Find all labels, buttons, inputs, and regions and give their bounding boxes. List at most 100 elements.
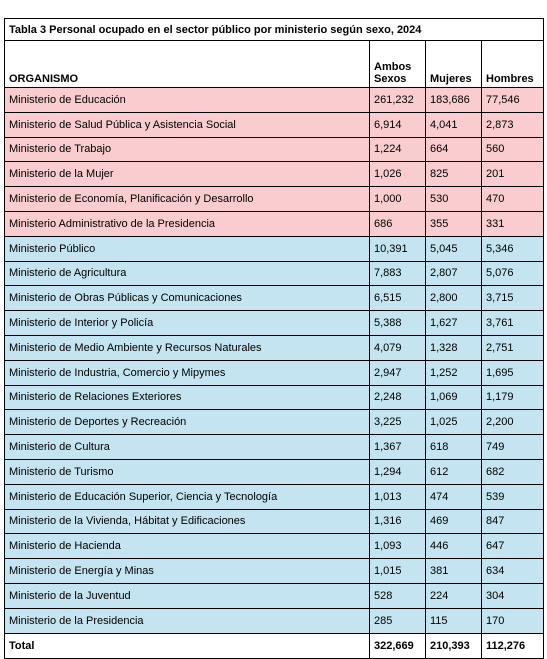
- cell-organismo: Ministerio de Salud Pública y Asistencia…: [4, 111, 370, 138]
- cell-ambos-sexos: 1,367: [369, 434, 426, 460]
- header-organismo: ORGANISMO: [4, 40, 370, 88]
- cell-mujeres: 1,627: [425, 310, 482, 336]
- cell-organismo: Ministerio Administrativo de la Presiden…: [4, 210, 370, 237]
- cell-mujeres: 825: [425, 161, 482, 188]
- cell-hombres: 1,695: [480, 359, 545, 386]
- cell-organismo: Ministerio de Trabajo: [4, 136, 370, 163]
- table-row: Ministerio de Medio Ambiente y Recursos …: [4, 334, 545, 361]
- table-row: Ministerio de Economía, Planificación y …: [4, 186, 545, 212]
- cell-mujeres: 5,045: [425, 235, 482, 262]
- cell-ambos-sexos: 6,914: [369, 111, 426, 138]
- cell-organismo: Ministerio de Deportes y Recreación: [4, 409, 370, 436]
- cell-mujeres: 4,041: [425, 111, 482, 138]
- cell-hombres: 201: [480, 161, 545, 188]
- cell-mujeres: 1,252: [425, 359, 482, 386]
- cell-mujeres: 1,069: [425, 384, 482, 411]
- cell-ambos-sexos: 4,079: [369, 334, 426, 361]
- table-row: Ministerio de la Juventud 528 224 304: [4, 582, 545, 609]
- cell-hombres: 331: [480, 210, 545, 237]
- cell-mujeres: 2,807: [425, 260, 482, 287]
- cell-ambos-sexos: 7,883: [369, 260, 426, 287]
- table-row: Ministerio Administrativo de la Presiden…: [4, 210, 545, 237]
- cell-ambos-sexos: 1,000: [369, 186, 426, 212]
- cell-hombres: 77,546: [480, 87, 545, 113]
- cell-hombres: 5,076: [480, 260, 545, 287]
- table-row: Ministerio de Turismo 1,294 612 682: [4, 458, 545, 485]
- cell-mujeres: 474: [425, 483, 482, 510]
- cell-ambos-sexos: 6,515: [369, 285, 426, 312]
- table-row: Ministerio de Salud Pública y Asistencia…: [4, 111, 545, 138]
- cell-ambos-sexos: 261,232: [369, 87, 426, 113]
- cell-hombres: 470: [480, 186, 545, 212]
- cell-organismo: Ministerio de Medio Ambiente y Recursos …: [4, 334, 370, 361]
- total-row: Total 322,669 210,393 112,276: [4, 632, 545, 659]
- header-ambos-line2: Sexos: [374, 73, 407, 85]
- table-row: Ministerio de la Presidencia 285 115 170: [4, 607, 545, 634]
- cell-hombres: 749: [480, 434, 545, 460]
- cell-ambos-sexos: 1,026: [369, 161, 426, 188]
- cell-ambos-sexos: 1,013: [369, 483, 426, 510]
- table-row: Ministerio de Interior y Policía 5,388 1,6…: [4, 310, 545, 336]
- total-ambos: 322,669: [369, 632, 426, 659]
- header-ambos-sexos: Ambos Sexos: [369, 40, 426, 88]
- cell-organismo: Ministerio de Agricultura: [4, 260, 370, 287]
- total-mujeres: 210,393: [425, 632, 482, 659]
- table-row: Ministerio de Relaciones Exteriores 2,248…: [4, 384, 545, 411]
- cell-hombres: 3,715: [480, 285, 545, 312]
- table-row: Ministerio de Trabajo 1,224 664 560: [4, 136, 545, 163]
- cell-ambos-sexos: 10,391: [369, 235, 426, 262]
- cell-hombres: 847: [480, 508, 545, 535]
- cell-mujeres: 1,328: [425, 334, 482, 361]
- cell-hombres: 2,873: [480, 111, 545, 138]
- cell-ambos-sexos: 2,947: [369, 359, 426, 386]
- cell-mujeres: 183,686: [425, 87, 482, 113]
- cell-organismo: Ministerio de Interior y Policía: [4, 310, 370, 336]
- cell-mujeres: 446: [425, 533, 482, 560]
- cell-ambos-sexos: 2,248: [369, 384, 426, 411]
- cell-organismo: Ministerio de Hacienda: [4, 533, 370, 560]
- cell-hombres: 2,751: [480, 334, 545, 361]
- cell-mujeres: 1,025: [425, 409, 482, 436]
- table-container: Tabla 3 Personal ocupado en el sector pú…: [3, 18, 545, 659]
- cell-hombres: 634: [480, 558, 545, 584]
- table-row: Ministerio de la Vivienda, Hábitat y Edi…: [4, 508, 545, 535]
- table-row: Ministerio de Obras Públicas y Comunicac…: [4, 285, 545, 312]
- cell-mujeres: 115: [425, 607, 482, 634]
- table-row: Ministerio Público 10,391 5,045 5,346: [4, 235, 545, 262]
- cell-organismo: Ministerio de la Mujer: [4, 161, 370, 188]
- cell-hombres: 1,179: [480, 384, 545, 411]
- cell-hombres: 170: [480, 607, 545, 634]
- cell-organismo: Ministerio de Relaciones Exteriores: [4, 384, 370, 411]
- cell-hombres: 304: [480, 582, 545, 609]
- header-ambos-line1: Ambos: [374, 61, 412, 73]
- cell-ambos-sexos: 1,093: [369, 533, 426, 560]
- table-row: Ministerio de Educación 261,232 183,686 77,…: [4, 87, 545, 113]
- cell-ambos-sexos: 1,294: [369, 458, 426, 485]
- cell-hombres: 3,761: [480, 310, 545, 336]
- cell-hombres: 539: [480, 483, 545, 510]
- cell-ambos-sexos: 1,015: [369, 558, 426, 584]
- table-row: Ministerio de Agricultura 7,883 2,807 5,076: [4, 260, 545, 287]
- cell-organismo: Ministerio de Obras Públicas y Comunicac…: [4, 285, 370, 312]
- cell-mujeres: 2,800: [425, 285, 482, 312]
- cell-hombres: 560: [480, 136, 545, 163]
- cell-ambos-sexos: 5,388: [369, 310, 426, 336]
- cell-mujeres: 612: [425, 458, 482, 485]
- header-hombres: Hombres: [480, 40, 545, 88]
- cell-hombres: 2,200: [480, 409, 545, 436]
- header-row: ORGANISMO Ambos Sexos Mujeres Hombres: [4, 40, 545, 88]
- cell-hombres: 647: [480, 533, 545, 560]
- cell-organismo: Ministerio de Cultura: [4, 434, 370, 460]
- table-row: Ministerio de Educación Superior, Cienci…: [4, 483, 545, 510]
- table-row: Ministerio de Deportes y Recreación 3,225…: [4, 409, 545, 436]
- cell-hombres: 5,346: [480, 235, 545, 262]
- cell-organismo: Ministerio de la Presidencia: [4, 607, 370, 634]
- table-body: Ministerio de Educación 261,232 183,686 77,…: [4, 87, 545, 634]
- cell-mujeres: 618: [425, 434, 482, 460]
- cell-organismo: Ministerio de Educación: [4, 87, 370, 113]
- cell-organismo: Ministerio de Turismo: [4, 458, 370, 485]
- cell-organismo: Ministerio de Energía y Minas: [4, 558, 370, 584]
- total-label: Total: [4, 632, 370, 659]
- cell-ambos-sexos: 686: [369, 210, 426, 237]
- cell-mujeres: 469: [425, 508, 482, 535]
